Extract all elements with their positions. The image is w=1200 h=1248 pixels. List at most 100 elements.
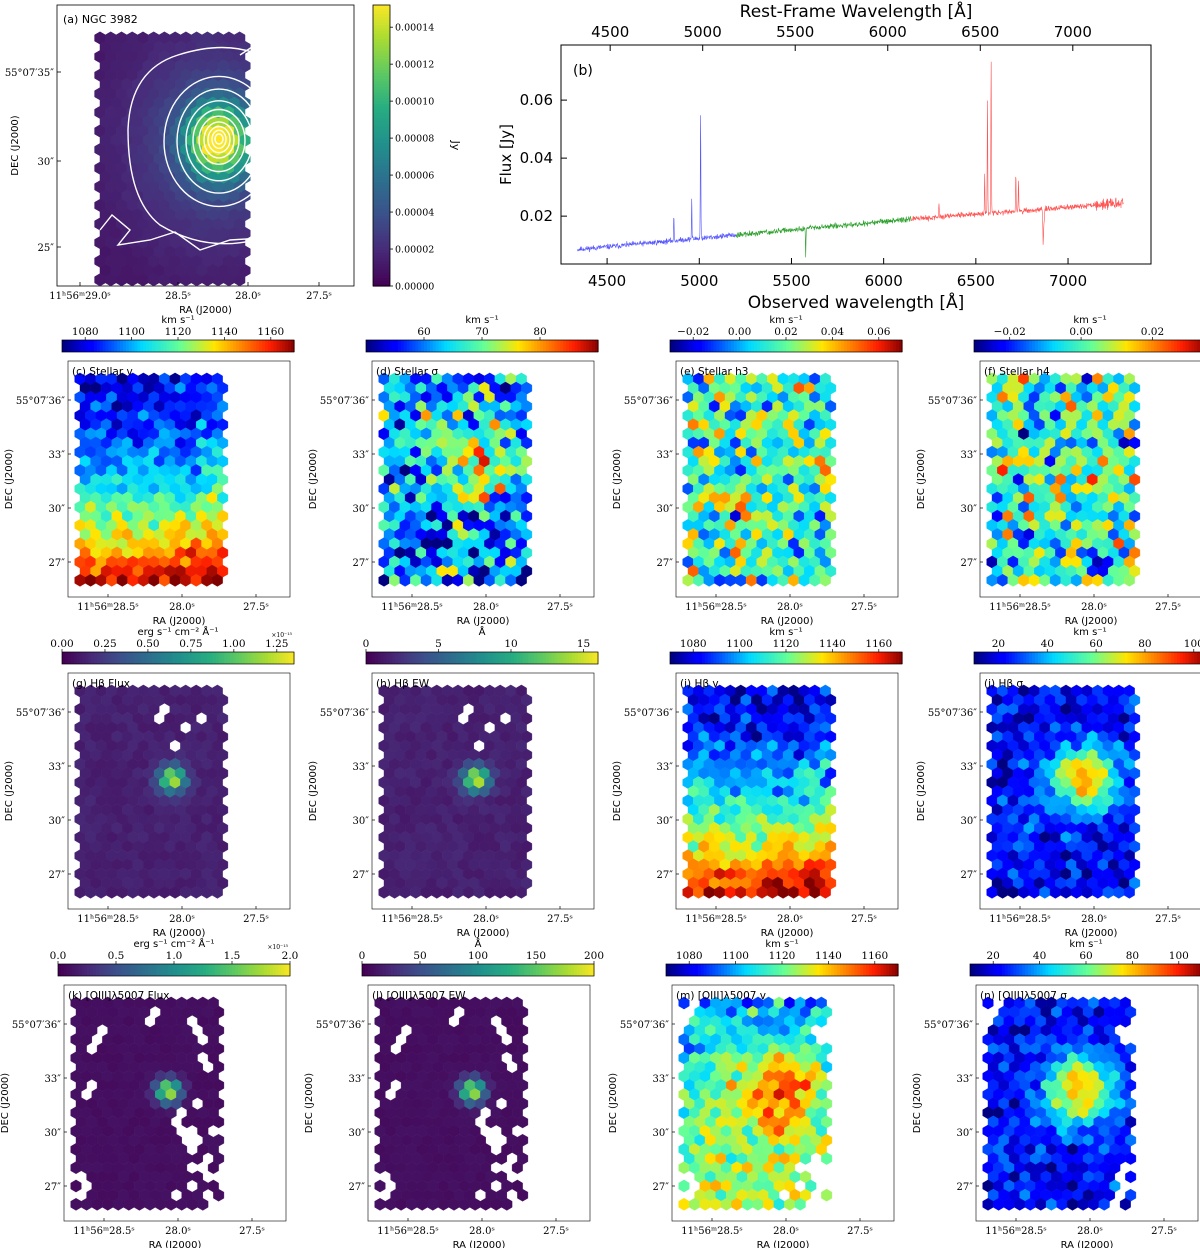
colorbar-step bbox=[415, 340, 419, 352]
colorbar-step bbox=[820, 340, 825, 352]
panel-i: 11ʰ56ᵐ28.5ˢ 28.0ˢ 27.5ˢ55°07′36″33″30″27″R… bbox=[612, 627, 903, 939]
colorbar-step bbox=[178, 340, 182, 352]
colorbar-step bbox=[163, 340, 167, 352]
colorbar-step bbox=[373, 10, 390, 15]
colorbar-step bbox=[878, 340, 883, 352]
colorbar-step bbox=[435, 340, 440, 352]
cbar-label: Å bbox=[479, 625, 486, 638]
x-tick-label: 5500 bbox=[772, 272, 810, 290]
y-tick-label: 30″ bbox=[349, 1128, 366, 1139]
contour-line bbox=[214, 133, 224, 145]
x2-tick-label: 5500 bbox=[776, 23, 814, 41]
colorbar-step bbox=[733, 340, 738, 352]
colorbar-step bbox=[424, 340, 428, 352]
cbar-label: km s⁻¹ bbox=[1073, 315, 1106, 326]
colorbar-step bbox=[373, 190, 390, 194]
colorbar-step bbox=[96, 340, 101, 352]
colorbar-step bbox=[687, 340, 691, 352]
y-tick-label: 55°07′36″ bbox=[320, 708, 369, 719]
colorbar-step bbox=[797, 340, 802, 352]
x-tick-label: 27.5ˢ bbox=[1155, 602, 1181, 613]
cbar-tick-label: 0.00 bbox=[50, 638, 73, 650]
colorbar-step bbox=[496, 340, 500, 352]
x-tick-label: 28.0ˢ bbox=[169, 914, 195, 925]
colorbar-step bbox=[754, 340, 758, 352]
x-tick-label: 11ʰ56ᵐ29.0ˢ bbox=[49, 291, 111, 302]
colorbar-step bbox=[373, 134, 390, 138]
colorbar-step bbox=[373, 283, 390, 287]
colorbar-step bbox=[675, 340, 680, 352]
colorbar-step bbox=[120, 340, 124, 352]
colorbar-step bbox=[438, 340, 442, 352]
colorbar-step bbox=[373, 72, 390, 76]
cbar-tick-label: 60 bbox=[1089, 638, 1102, 650]
colorbar-step bbox=[373, 114, 390, 118]
colorbar-step bbox=[212, 340, 217, 352]
colorbar-step bbox=[373, 249, 390, 253]
colorbar-step bbox=[373, 210, 390, 214]
colorbar-step bbox=[256, 340, 260, 352]
colorbar-step bbox=[450, 340, 454, 352]
colorbar-step bbox=[373, 193, 390, 197]
colorbar-step bbox=[583, 340, 587, 352]
colorbar-step bbox=[713, 340, 717, 352]
panel-m: 11ʰ56ᵐ28.5ˢ 28.0ˢ 27.5ˢ55°07′36″33″30″27″R… bbox=[608, 939, 899, 1248]
x-tick-label: 11ʰ56ᵐ28.5ˢ bbox=[685, 914, 747, 925]
colorbar-step bbox=[557, 340, 561, 352]
colorbar-step bbox=[207, 340, 211, 352]
colorbar-step bbox=[373, 89, 390, 93]
colorbar-step bbox=[774, 340, 778, 352]
colorbar-step bbox=[380, 340, 384, 352]
colorbar-step bbox=[429, 340, 434, 352]
colorbar-step bbox=[893, 340, 897, 352]
map-title: (e) Stellar h3 bbox=[680, 366, 749, 378]
colorbar-step bbox=[852, 340, 857, 352]
colorbar-step bbox=[373, 86, 390, 90]
colorbar-step bbox=[589, 340, 593, 352]
colorbar-step bbox=[373, 266, 390, 270]
y-tick-label: 27″ bbox=[657, 558, 674, 569]
map-ylabel: DEC (J2000) bbox=[612, 449, 623, 509]
colorbar-step bbox=[730, 340, 735, 352]
colorbar-step bbox=[236, 340, 240, 352]
map-title: (f) Stellar h4 bbox=[984, 366, 1050, 378]
y-tick-label: 27″ bbox=[657, 870, 674, 881]
x-tick-label: 27.5ˢ bbox=[1155, 914, 1181, 925]
colorbar-step bbox=[373, 131, 390, 135]
colorbar-step bbox=[122, 340, 127, 352]
x-tick-label: 27.5ˢ bbox=[543, 1226, 569, 1237]
colorbar-step bbox=[373, 156, 390, 161]
cbar-tick-label: −0.02 bbox=[677, 326, 709, 338]
colorbar-step bbox=[875, 340, 880, 352]
colorbar-step bbox=[373, 173, 390, 178]
colorbar-step bbox=[373, 7, 390, 12]
map-xlabel: RA (J2000) bbox=[1065, 928, 1118, 939]
colorbar-step bbox=[412, 340, 416, 352]
colorbar-step bbox=[215, 340, 220, 352]
colorbar-step bbox=[373, 66, 390, 71]
colorbar-frame bbox=[372, 4, 391, 287]
colorbar-step bbox=[470, 340, 474, 352]
panel-b-top-xlabel: Rest-Frame Wavelength [Å] bbox=[740, 0, 973, 22]
cbar-tick-label: 1080 bbox=[680, 638, 707, 650]
colorbar-step bbox=[395, 340, 399, 352]
colorbar-step bbox=[406, 340, 411, 352]
colorbar-step bbox=[751, 340, 755, 352]
map-cell bbox=[819, 573, 831, 587]
colorbar-step bbox=[684, 340, 688, 352]
contour-line bbox=[192, 108, 246, 173]
colorbar-step bbox=[373, 137, 390, 141]
colorbar-step bbox=[569, 340, 573, 352]
panel-a-label: (a) NGC 3982 bbox=[63, 13, 138, 26]
map-ylabel: DEC (J2000) bbox=[4, 449, 15, 509]
panel-h: 11ʰ56ᵐ28.5ˢ 28.0ˢ 27.5ˢ55°07′36″33″30″27″R… bbox=[308, 625, 599, 939]
colorbar-step bbox=[441, 340, 445, 352]
colorbar-step bbox=[707, 340, 712, 352]
map-ylabel: DEC (J2000) bbox=[304, 1073, 315, 1133]
colorbar-step bbox=[373, 13, 390, 17]
colorbar-step bbox=[788, 340, 793, 352]
cbar-tick-label: 50 bbox=[413, 950, 426, 962]
